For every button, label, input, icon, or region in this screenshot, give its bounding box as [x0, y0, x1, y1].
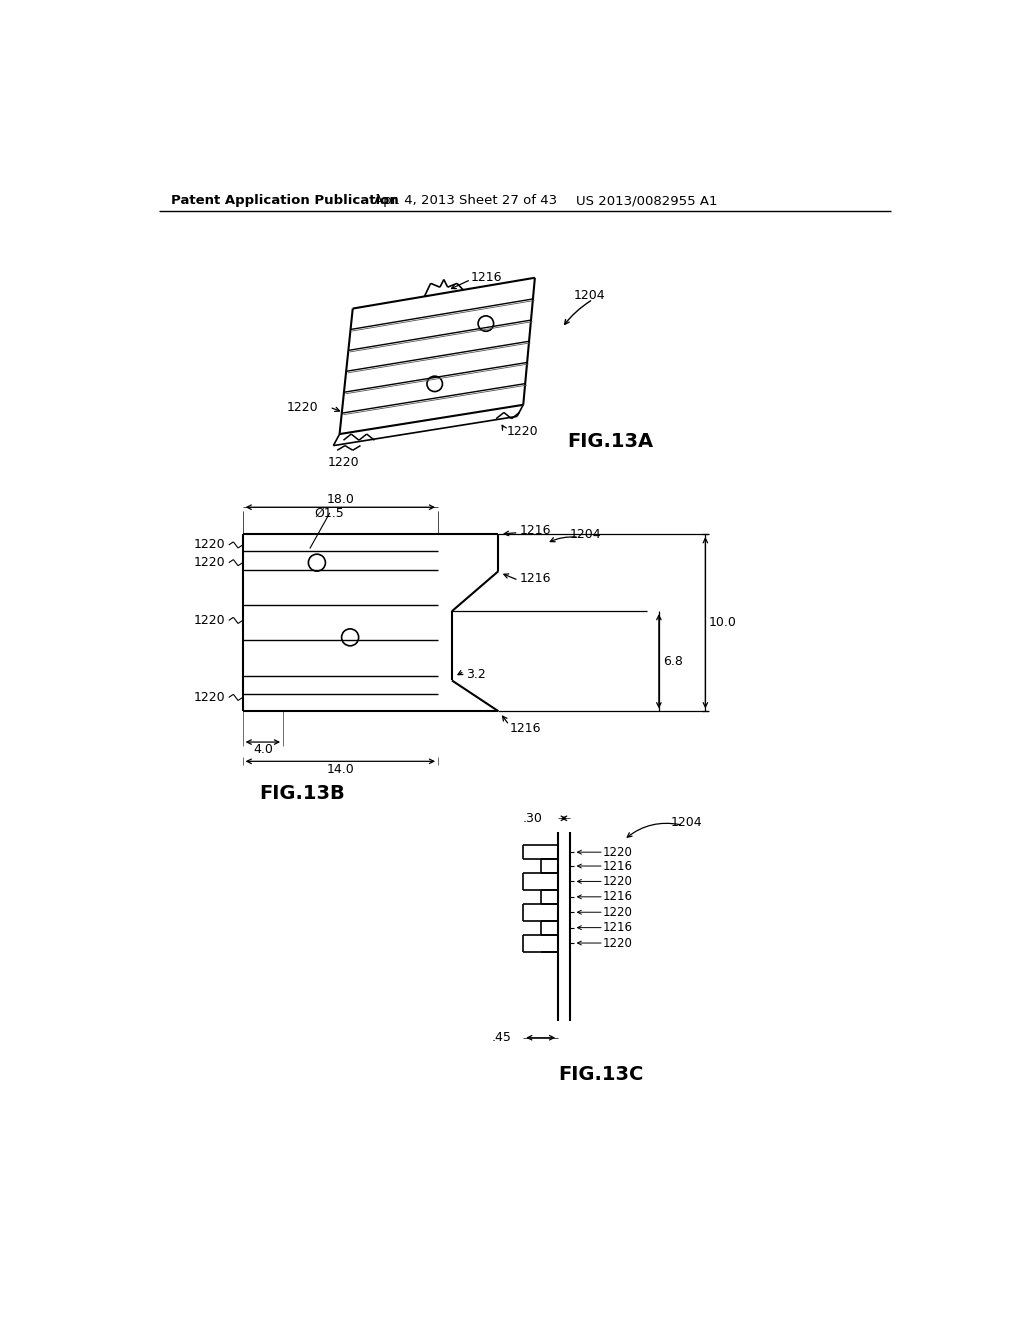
- Text: 1220: 1220: [194, 556, 225, 569]
- Text: 1216: 1216: [602, 859, 632, 873]
- Text: 6.8: 6.8: [663, 655, 683, 668]
- Text: FIG.13B: FIG.13B: [259, 784, 345, 803]
- Text: 1216: 1216: [520, 524, 552, 537]
- Text: 1220: 1220: [602, 846, 632, 859]
- Text: 1216: 1216: [602, 890, 632, 903]
- Text: 10.0: 10.0: [709, 616, 736, 630]
- Text: 1220: 1220: [328, 455, 359, 469]
- Text: 3.2: 3.2: [466, 668, 485, 681]
- Text: 1204: 1204: [573, 289, 605, 302]
- Text: 1220: 1220: [287, 400, 318, 413]
- Text: 1220: 1220: [194, 539, 225, 552]
- Text: 1204: 1204: [670, 816, 701, 829]
- Text: Patent Application Publication: Patent Application Publication: [171, 194, 398, 207]
- Text: US 2013/0082955 A1: US 2013/0082955 A1: [577, 194, 718, 207]
- Text: 1204: 1204: [569, 528, 601, 541]
- Text: FIG.13A: FIG.13A: [567, 432, 653, 451]
- Text: 1216: 1216: [520, 573, 552, 585]
- Text: 1216: 1216: [510, 722, 542, 735]
- Text: 1220: 1220: [194, 614, 225, 627]
- Text: 1220: 1220: [602, 906, 632, 919]
- Text: 1220: 1220: [602, 936, 632, 949]
- Text: 18.0: 18.0: [327, 492, 354, 506]
- Text: FIG.13C: FIG.13C: [558, 1065, 643, 1084]
- Text: Apr. 4, 2013: Apr. 4, 2013: [375, 194, 456, 207]
- Text: Sheet 27 of 43: Sheet 27 of 43: [459, 194, 557, 207]
- Text: 1216: 1216: [471, 271, 502, 284]
- Text: 1220: 1220: [194, 690, 225, 704]
- Text: .30: .30: [522, 812, 543, 825]
- Text: 1220: 1220: [506, 425, 538, 438]
- Text: 1216: 1216: [602, 921, 632, 935]
- Text: .45: .45: [492, 1031, 512, 1044]
- Text: 1220: 1220: [602, 875, 632, 888]
- Text: 4.0: 4.0: [253, 743, 272, 756]
- Text: 14.0: 14.0: [327, 763, 354, 776]
- Text: Ø1.5: Ø1.5: [314, 507, 344, 520]
